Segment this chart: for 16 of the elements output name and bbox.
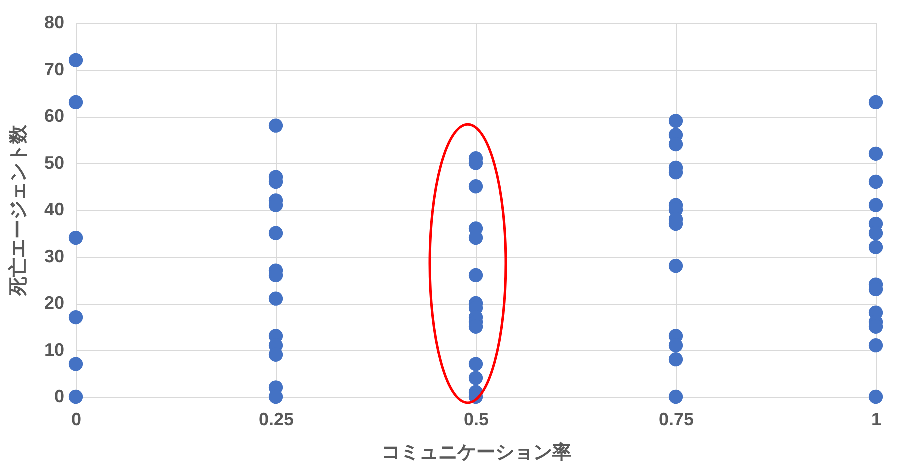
y-tick-label: 30 [44, 246, 64, 266]
y-tick-label: 80 [44, 12, 64, 32]
y-tick-label: 50 [44, 152, 64, 173]
y-axis-title: 死亡エージェント数 [7, 124, 30, 297]
x-axis-title: コミュニケーション率 [382, 442, 572, 464]
y-tick-label: 0 [54, 386, 64, 406]
x-tick-label: 0.5 [464, 410, 490, 430]
x-tick-label: 1 [871, 410, 882, 430]
x-tick-label: 0.25 [258, 410, 294, 430]
y-tick-label: 70 [44, 59, 64, 80]
y-tick-label: 20 [44, 293, 64, 313]
y-tick-label: 40 [44, 200, 64, 220]
x-tick-label: 0.75 [658, 410, 694, 430]
y-tick-label: 60 [44, 106, 64, 126]
x-tick-label: 0 [71, 410, 82, 430]
y-tick-label: 10 [44, 340, 64, 360]
